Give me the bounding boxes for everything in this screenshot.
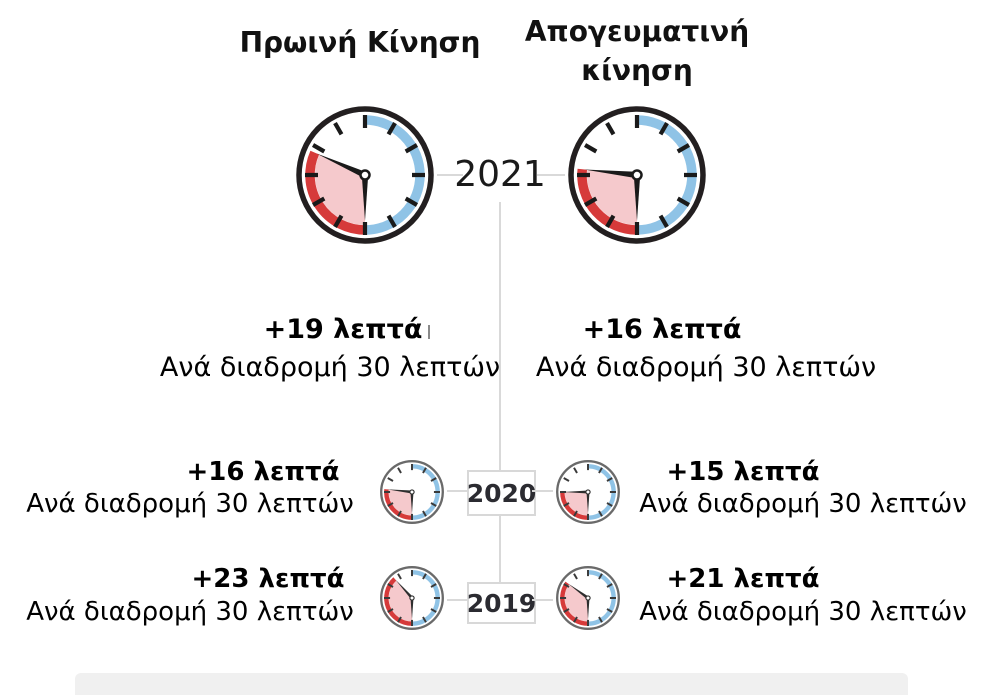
morning-2019-caption: Ανά διαδρομή 30 λεπτών — [26, 597, 354, 627]
morning-2019-delta: +23 λεπτά — [191, 564, 345, 594]
timeline-segment-2020-2019 — [499, 512, 501, 582]
morning-2021-delta: +19 λεπτά — [263, 314, 423, 345]
connector-2021-right — [537, 174, 565, 176]
afternoon-2019-caption: Ανά διαδρομή 30 λεπτών — [639, 597, 967, 627]
connector-2019-left — [447, 599, 467, 601]
year-2019-box: 2019 — [467, 582, 536, 624]
morning-2021-clock — [290, 100, 440, 250]
year-2021-label: 2021 — [454, 154, 546, 195]
year-2019-label: 2019 — [466, 588, 537, 618]
morning-2020-clock — [377, 457, 447, 527]
connector-2020-left — [447, 490, 467, 492]
afternoon-2021-clock — [562, 100, 712, 250]
gray-tick-mark — [428, 325, 430, 339]
morning-2020-caption: Ανά διαδρομή 30 λεπτών — [26, 489, 354, 519]
morning-2020-delta: +16 λεπτά — [186, 457, 340, 487]
year-2020-box: 2020 — [467, 470, 536, 516]
afternoon-2021-delta: +16 λεπτά — [582, 314, 742, 345]
morning-2021-caption: Ανά διαδρομή 30 λεπτών — [159, 352, 501, 383]
afternoon-2020-caption: Ανά διαδρομή 30 λεπτών — [639, 489, 967, 519]
connector-2019-right — [532, 599, 553, 601]
afternoon-2020-clock — [553, 457, 623, 527]
afternoon-2021-caption: Ανά διαδρομή 30 λεπτών — [535, 352, 877, 383]
bottom-bar — [75, 673, 908, 695]
afternoon-2019-clock — [553, 563, 623, 633]
afternoon-2020-delta: +15 λεπτά — [666, 457, 820, 487]
connector-2020-right — [532, 490, 553, 492]
year-2020-label: 2020 — [466, 478, 537, 508]
morning-column-title: Πρωινή Κίνηση — [239, 26, 481, 59]
afternoon-2019-delta: +21 λεπτά — [666, 564, 820, 594]
morning-2019-clock — [377, 563, 447, 633]
timeline-segment-2021-2020 — [499, 202, 501, 470]
connector-2021-left — [437, 174, 463, 176]
afternoon-column-title: Απογευματινή κίνηση — [524, 15, 750, 87]
